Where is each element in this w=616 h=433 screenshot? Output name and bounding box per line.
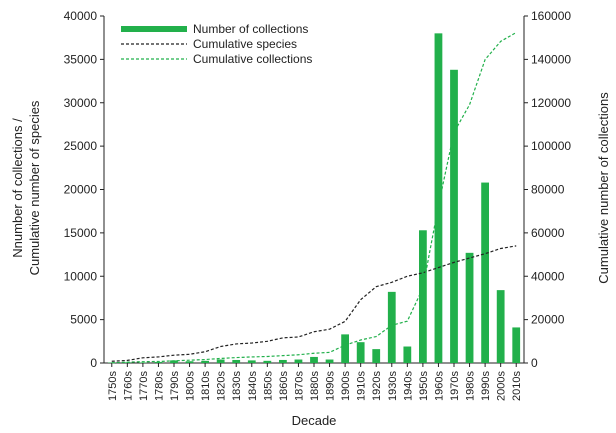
bar [403, 346, 412, 363]
bar [185, 361, 194, 363]
x-tick-label: 1980s [465, 371, 477, 401]
axes-layer: 0 5000 10000 15000 20000 25000 30000 35000 40000… [64, 9, 572, 401]
bar [247, 360, 256, 363]
x-tick-label: 1850s [262, 371, 274, 401]
bar [263, 360, 272, 363]
y2-axis-label: Cumulative number of collections [596, 92, 611, 284]
bar [387, 291, 396, 363]
y2-tick-label: 140000 [531, 52, 571, 66]
x-tick-label: 1960s [433, 371, 445, 401]
x-tick-label: 1950s [418, 371, 430, 401]
y-axis-label: Nnumber of collections / Cumulative numb… [10, 100, 42, 275]
series-line [111, 245, 517, 362]
bars-layer [107, 33, 521, 363]
y2-tick-label: 40000 [531, 269, 565, 283]
bar [450, 69, 458, 363]
x-tick-label: 1830s [231, 371, 243, 401]
x-tick-label: 1870s [293, 371, 305, 401]
y2-tick-label: 20000 [531, 313, 565, 327]
y-tick-label: 5000 [70, 313, 97, 327]
bar [170, 360, 178, 363]
bar [465, 252, 474, 363]
bar [216, 359, 225, 363]
bar [496, 290, 505, 363]
bar [310, 356, 318, 363]
y-tick-label: 30000 [64, 96, 98, 110]
y-tick-label: 0 [90, 356, 97, 370]
x-tick-label: 1890s [325, 371, 337, 401]
y-tick-label: 40000 [64, 9, 98, 23]
bar [434, 33, 443, 363]
y2-tick-label: 120000 [531, 96, 571, 110]
bar [481, 182, 489, 363]
y-tick-label: 10000 [64, 269, 98, 283]
legend-label: Cumulative species [193, 37, 297, 51]
x-tick-label: 1880s [309, 371, 321, 401]
x-tick-label: 1790s [169, 371, 181, 401]
x-tick-label: 1920s [371, 371, 383, 401]
x-tick-label: 1860s [278, 371, 290, 401]
x-tick-label: 1770s [138, 371, 150, 401]
x-tick-label: 1760s [122, 371, 134, 401]
x-axis-label: Decade [292, 413, 337, 428]
x-tick-label: 1910s [356, 371, 368, 401]
bar [139, 362, 147, 363]
bar [232, 359, 241, 363]
x-tick-label: 1940s [402, 371, 414, 401]
y-axis-label-line-2: Cumulative number of species [27, 100, 42, 275]
x-tick-label: 1800s [185, 371, 197, 401]
y2-tick-label: 160000 [531, 9, 571, 23]
x-tick-label: 1990s [480, 371, 492, 401]
legend-swatch [121, 26, 187, 32]
bar [279, 359, 287, 363]
y2-tick-label: 60000 [531, 226, 565, 240]
x-tick-label: 1750s [107, 371, 119, 401]
lines-layer [111, 31, 517, 364]
bar [419, 230, 427, 363]
y2-tick-label: 0 [531, 356, 538, 370]
x-tick-label: 1810s [200, 371, 212, 401]
y-tick-label: 20000 [64, 183, 98, 197]
x-tick-label: 1840s [247, 371, 259, 401]
bar [294, 359, 303, 363]
bar [325, 359, 334, 363]
x-tick-label: 1930s [387, 371, 399, 401]
x-tick-label: 1820s [216, 371, 228, 401]
x-tick-label: 2010s [511, 371, 523, 401]
bar [512, 327, 521, 363]
y-tick-label: 15000 [64, 226, 98, 240]
legend-label: Cumulative collections [193, 52, 312, 66]
y-tick-label: 25000 [64, 139, 98, 153]
legend-label: Number of collections [193, 22, 308, 36]
x-tick-label: 1780s [153, 371, 165, 401]
x-tick-label: 1970s [449, 371, 461, 401]
x-tick-label: 2000s [496, 371, 508, 401]
bar [356, 342, 365, 363]
y-axis-label-line-1: Nnumber of collections / [10, 118, 25, 258]
y2-tick-label: 80000 [531, 183, 565, 197]
bar [372, 349, 381, 363]
y2-tick-label: 100000 [531, 139, 571, 153]
bar [201, 360, 209, 363]
x-tick-label: 1900s [340, 371, 352, 401]
series-line [111, 31, 517, 364]
bar [341, 334, 349, 363]
y-tick-label: 35000 [64, 52, 98, 66]
bar [154, 361, 163, 363]
